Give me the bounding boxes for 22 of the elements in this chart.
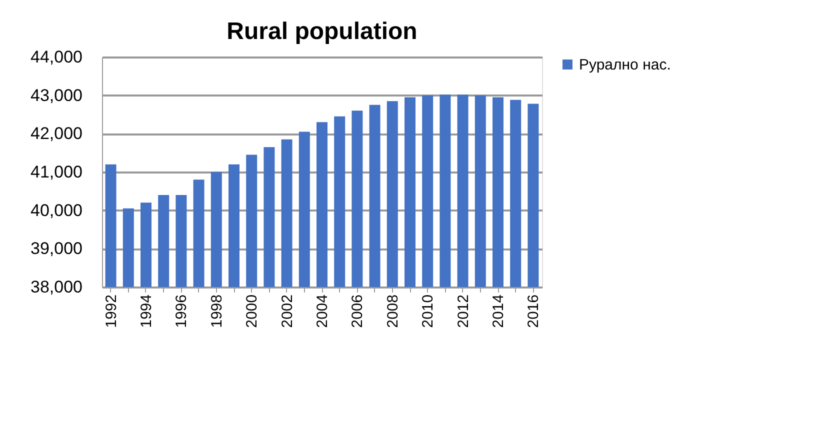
y-tick-label: 39,000 [30,239,82,258]
y-tick-label: 38,000 [30,278,82,296]
y-tick-label: 44,000 [30,48,82,66]
y-tick-label: 42,000 [30,124,82,144]
x-tick-label: 2000 [244,294,261,328]
x-tick-label: 2010 [420,294,437,328]
x-tick-label: 2006 [349,294,366,328]
x-tick-label: 2012 [454,294,472,328]
x-tick-label: 2014 [490,294,507,328]
y-tick-label: 41,000 [30,162,82,182]
x-tick-label: 1992 [102,294,120,328]
x-tick-label: 1994 [138,294,155,328]
chart-title: Rural population [226,18,418,45]
x-tick-label: 1998 [208,294,226,328]
x-tick-label: 2002 [278,294,296,328]
y-tick-label: 40,000 [30,200,82,220]
y-tick-label: 43,000 [30,86,82,105]
x-tick-label: 2008 [384,294,402,328]
x-tick-label: 2004 [314,294,331,328]
x-tick-label: 1996 [173,294,190,328]
legend-label: Рурално нас. [579,56,671,74]
x-tick-label: 2016 [525,294,542,328]
